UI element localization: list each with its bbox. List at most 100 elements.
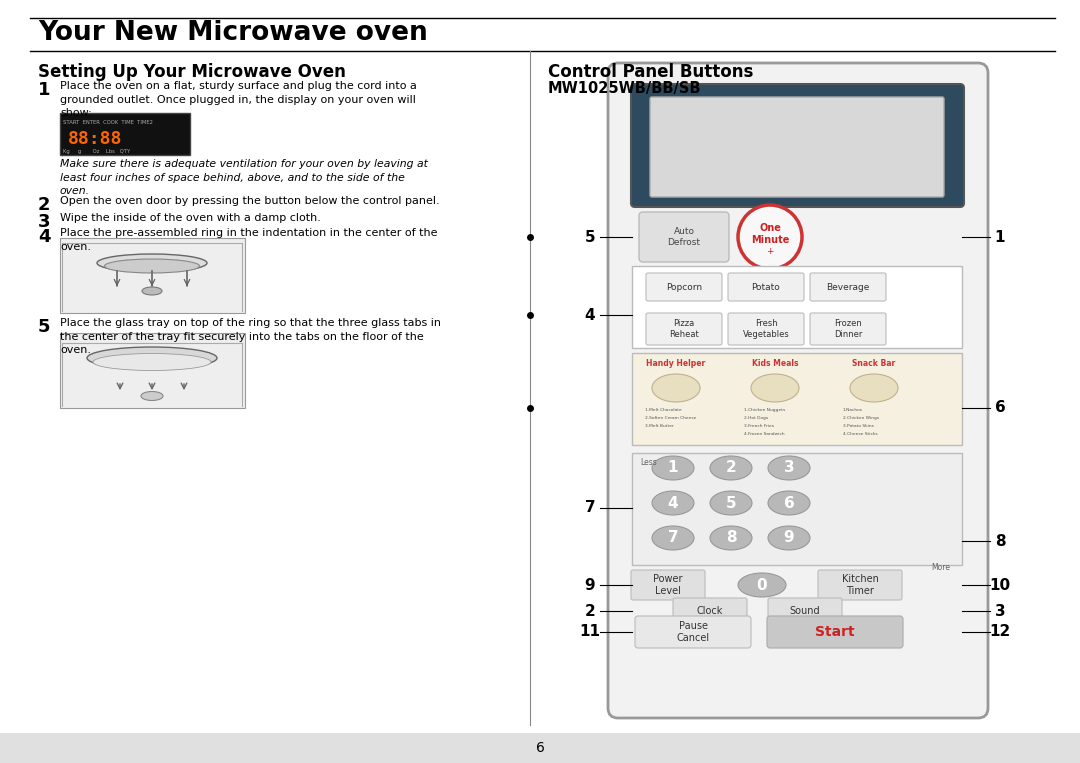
Text: 12: 12 xyxy=(989,624,1011,639)
Ellipse shape xyxy=(850,374,897,402)
Ellipse shape xyxy=(738,573,786,597)
Text: 8: 8 xyxy=(726,530,737,546)
Text: 3.Melt Butter: 3.Melt Butter xyxy=(645,424,674,428)
FancyBboxPatch shape xyxy=(646,273,723,301)
Text: 3: 3 xyxy=(784,461,794,475)
FancyBboxPatch shape xyxy=(767,616,903,648)
FancyBboxPatch shape xyxy=(635,616,751,648)
Text: START  ENTER  COOK  TIME  TIME2: START ENTER COOK TIME TIME2 xyxy=(63,120,153,125)
Ellipse shape xyxy=(652,526,694,550)
FancyBboxPatch shape xyxy=(608,63,988,718)
Text: 4.Frozen Sandwich: 4.Frozen Sandwich xyxy=(744,432,785,436)
Text: Pizza
Reheat: Pizza Reheat xyxy=(670,319,699,339)
Text: 2: 2 xyxy=(38,196,51,214)
Text: 3: 3 xyxy=(995,604,1005,619)
FancyBboxPatch shape xyxy=(631,570,705,600)
Text: More: More xyxy=(931,563,950,572)
FancyBboxPatch shape xyxy=(632,266,962,348)
Text: 6: 6 xyxy=(784,495,795,510)
Text: Setting Up Your Microwave Oven: Setting Up Your Microwave Oven xyxy=(38,63,346,81)
Text: 6: 6 xyxy=(536,741,544,755)
Text: 1: 1 xyxy=(667,461,678,475)
Ellipse shape xyxy=(105,259,200,273)
Text: Fresh
Vegetables: Fresh Vegetables xyxy=(743,319,789,339)
Text: 7: 7 xyxy=(667,530,678,546)
Text: Place the pre-assembled ring in the indentation in the center of the
oven.: Place the pre-assembled ring in the inde… xyxy=(60,228,437,252)
FancyBboxPatch shape xyxy=(810,313,886,345)
Text: One
Minute: One Minute xyxy=(751,223,789,245)
Text: 0: 0 xyxy=(757,578,767,593)
Ellipse shape xyxy=(768,456,810,480)
Text: 2: 2 xyxy=(726,461,737,475)
Text: 2.Chicken Wings: 2.Chicken Wings xyxy=(843,416,879,420)
Text: +: + xyxy=(766,247,773,256)
Text: Snack Bar: Snack Bar xyxy=(852,359,895,368)
Text: 4: 4 xyxy=(667,495,678,510)
Text: 5: 5 xyxy=(584,230,595,244)
Text: 4: 4 xyxy=(38,228,51,246)
FancyBboxPatch shape xyxy=(768,598,842,624)
Text: Handy Helper: Handy Helper xyxy=(646,359,705,368)
Ellipse shape xyxy=(93,353,211,371)
FancyBboxPatch shape xyxy=(810,273,886,301)
FancyBboxPatch shape xyxy=(632,453,962,565)
Ellipse shape xyxy=(141,287,162,295)
Ellipse shape xyxy=(652,491,694,515)
Text: MW1025WB/BB/SB: MW1025WB/BB/SB xyxy=(548,81,702,96)
FancyBboxPatch shape xyxy=(60,113,190,155)
Text: 2.Soften Cream Cheese: 2.Soften Cream Cheese xyxy=(645,416,697,420)
Ellipse shape xyxy=(768,526,810,550)
Text: Control Panel Buttons: Control Panel Buttons xyxy=(548,63,754,81)
Text: Kitchen
Timer: Kitchen Timer xyxy=(841,575,878,596)
Text: Potato: Potato xyxy=(752,282,781,291)
Text: Kg     g       Oz    Lbs   QTY: Kg g Oz Lbs QTY xyxy=(63,149,131,154)
Text: Kids Meals: Kids Meals xyxy=(752,359,798,368)
Text: 6: 6 xyxy=(995,401,1005,416)
Text: 1.Nachos: 1.Nachos xyxy=(843,408,863,412)
Text: 1: 1 xyxy=(38,81,51,99)
FancyBboxPatch shape xyxy=(646,313,723,345)
Text: Frozen
Dinner: Frozen Dinner xyxy=(834,319,862,339)
Text: Open the oven door by pressing the button below the control panel.: Open the oven door by pressing the butto… xyxy=(60,196,440,206)
Text: Auto
Defrost: Auto Defrost xyxy=(667,227,701,247)
Text: 88:88: 88:88 xyxy=(68,130,122,148)
Ellipse shape xyxy=(710,456,752,480)
Text: Start: Start xyxy=(815,625,854,639)
Bar xyxy=(0,733,1080,763)
Text: Beverage: Beverage xyxy=(826,282,869,291)
Text: Popcorn: Popcorn xyxy=(666,282,702,291)
Text: Your New Microwave oven: Your New Microwave oven xyxy=(38,20,428,46)
Text: 4: 4 xyxy=(584,307,595,323)
Ellipse shape xyxy=(652,456,694,480)
Text: Place the oven on a flat, sturdy surface and plug the cord into a
grounded outle: Place the oven on a flat, sturdy surface… xyxy=(60,81,417,118)
Ellipse shape xyxy=(768,491,810,515)
Ellipse shape xyxy=(710,491,752,515)
Text: 3: 3 xyxy=(38,213,51,231)
Ellipse shape xyxy=(710,526,752,550)
Text: Place the glass tray on top of the ring so that the three glass tabs in
the cent: Place the glass tray on top of the ring … xyxy=(60,318,441,356)
Text: 5: 5 xyxy=(38,318,51,336)
Text: Pause
Cancel: Pause Cancel xyxy=(676,621,710,642)
FancyBboxPatch shape xyxy=(728,273,804,301)
Text: 10: 10 xyxy=(989,578,1011,593)
Text: Clock: Clock xyxy=(697,606,724,616)
FancyBboxPatch shape xyxy=(673,598,747,624)
Text: 11: 11 xyxy=(580,624,600,639)
Text: 1.Melt Chocolate: 1.Melt Chocolate xyxy=(645,408,681,412)
Text: 2: 2 xyxy=(584,604,595,619)
FancyBboxPatch shape xyxy=(60,333,245,408)
Text: 3.Potato Skins: 3.Potato Skins xyxy=(843,424,874,428)
Text: 9: 9 xyxy=(584,578,595,593)
Circle shape xyxy=(738,205,802,269)
FancyBboxPatch shape xyxy=(728,313,804,345)
Text: Power
Level: Power Level xyxy=(653,575,683,596)
Text: 7: 7 xyxy=(584,501,595,516)
Text: Less: Less xyxy=(640,458,657,467)
Text: 3.French Fries: 3.French Fries xyxy=(744,424,774,428)
Text: 4.Cheese Sticks: 4.Cheese Sticks xyxy=(843,432,878,436)
Ellipse shape xyxy=(97,254,207,272)
Ellipse shape xyxy=(87,347,217,369)
Ellipse shape xyxy=(751,374,799,402)
FancyBboxPatch shape xyxy=(632,353,962,445)
Text: Make sure there is adequate ventilation for your oven by leaving at
least four i: Make sure there is adequate ventilation … xyxy=(60,159,428,196)
